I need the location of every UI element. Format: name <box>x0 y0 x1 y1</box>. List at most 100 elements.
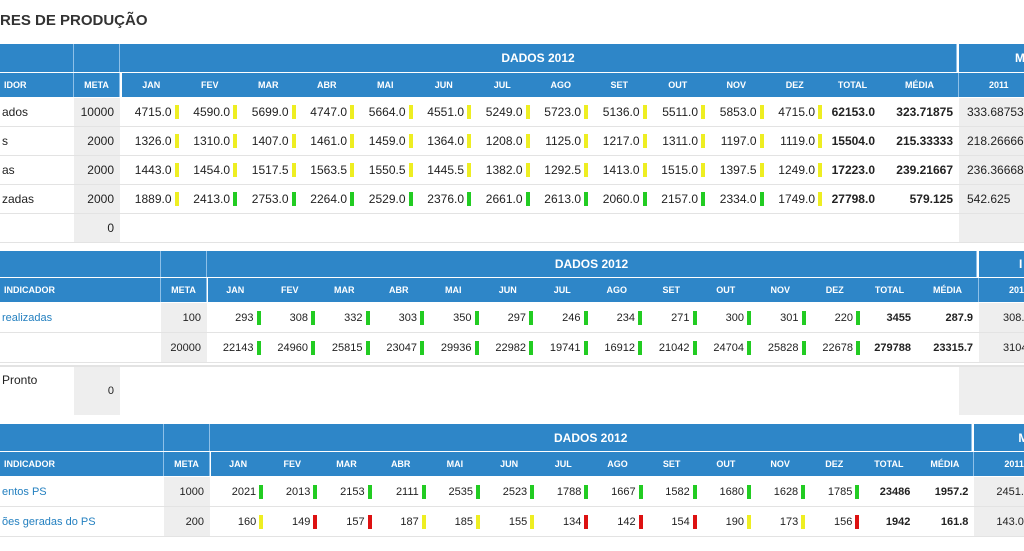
section1-month-value: 2613.0 <box>544 192 581 206</box>
section3-header-2011: 2011 <box>974 452 1024 476</box>
section1-month-value: 1311.0 <box>662 134 698 148</box>
section1-month-value: 4747.0 <box>310 105 347 119</box>
section2-month-cell: 25815 <box>317 333 372 362</box>
section3-month-cell: 2111 <box>374 477 428 506</box>
section2-media-value: 287.9 <box>945 311 973 324</box>
section2-indicator-label[interactable]: realizadas <box>2 311 53 324</box>
section3-month-cell: 149 <box>265 507 319 536</box>
section3-header-indicador: INDICADOR <box>0 452 164 476</box>
section3-month-value: 1628 <box>773 485 799 498</box>
section1-header-month: SET <box>590 73 649 97</box>
section3-header-dados: DADOS 2012 <box>210 424 973 451</box>
section1-header-month: MAI <box>356 73 415 97</box>
section3-indicator-label[interactable]: entos PS <box>2 485 47 498</box>
section1-header-month: AGO <box>531 73 590 97</box>
section2-meta-value: 20000 <box>161 333 207 362</box>
status-indicator-icon <box>350 192 354 206</box>
section3-month-cell: 2523 <box>482 477 536 506</box>
section1-month-cell: 2376.0 <box>415 185 474 213</box>
section2-month-cell: 350 <box>426 303 481 332</box>
section1-prev-year-value <box>959 214 1024 242</box>
section1-total-value: 15504.0 <box>831 134 875 148</box>
section1-month-cell: 1515.0 <box>649 156 708 184</box>
section3-header-total: TOTAL <box>861 452 917 476</box>
section2-month-value: 350 <box>453 311 472 324</box>
section1-header-dados: DADOS 2012 <box>120 44 957 72</box>
section2-table-row: realizadas 100 293 308 332 303 350 297 246 234 271… <box>0 303 1024 333</box>
section2-header-month: ABR <box>371 278 426 302</box>
status-indicator-icon <box>367 484 372 499</box>
section1-table-row: zadas 2000 1889.0 2413.0 2753.0 2264.0 2529.0 2… <box>0 185 1024 214</box>
status-indicator-icon <box>525 105 530 119</box>
section2-prev-year-value: 308. <box>979 303 1024 332</box>
section1-month-cell: 5136.0 <box>590 98 649 126</box>
section1-month-cell: 5511.0 <box>649 98 708 126</box>
section3-month-value: 2021 <box>231 485 257 498</box>
section2-month-value: 24960 <box>277 341 308 354</box>
section1-table-row: s 2000 1326.0 1310.0 1407.0 1461.0 1459.0 1364.… <box>0 127 1024 156</box>
status-indicator-icon <box>256 310 261 325</box>
section1-month-value: 2753.0 <box>251 192 289 206</box>
section1-month-cell: 5699.0 <box>239 98 298 126</box>
status-indicator-icon <box>638 514 643 529</box>
section3-indicator-label[interactable]: ões geradas do PS <box>2 515 96 528</box>
status-indicator-icon <box>525 163 530 177</box>
status-indicator-icon <box>291 163 296 177</box>
status-indicator-icon <box>174 105 179 119</box>
section3-header-month: OUT <box>698 452 753 476</box>
section3-meta-value: 1000 <box>164 477 210 506</box>
status-indicator-icon <box>584 134 588 148</box>
section1-month-value: 1208.0 <box>485 134 523 148</box>
status-indicator-icon <box>584 192 588 206</box>
section1-month-cell: 1407.0 <box>239 127 298 155</box>
section1-month-value: 4715.0 <box>134 105 172 119</box>
section3-month-value: 2523 <box>502 485 528 498</box>
section1-header-meta-blank <box>74 44 120 72</box>
status-indicator-icon <box>350 134 354 148</box>
section1-month-value: 1197.0 <box>720 134 757 148</box>
section1-month-value: 1292.5 <box>544 163 581 177</box>
section1-month-value: 1517.5 <box>251 163 289 177</box>
section3-month-cell: 2153 <box>319 477 373 506</box>
status-indicator-icon <box>642 192 647 206</box>
section1-indicator-label: ados <box>2 105 29 119</box>
status-indicator-icon <box>642 105 647 119</box>
section1-month-value: 1397.5 <box>719 163 757 177</box>
section2-header-month: FEV <box>262 278 317 302</box>
section1-month-value: 5249.0 <box>485 105 523 119</box>
section2-month-value: 21042 <box>658 341 690 354</box>
section3-header-month: FEV <box>265 452 320 476</box>
status-indicator-icon <box>638 340 642 355</box>
section1-prev-year-value: 542.625 <box>959 185 1024 213</box>
section3-header-month: JUN <box>482 452 537 476</box>
section2-month-cell: 297 <box>481 303 536 332</box>
section3-month-value: 154 <box>671 515 690 528</box>
section3-month-cell: 160 <box>211 507 265 536</box>
section2-month-cell: 332 <box>317 303 372 332</box>
section3-month-value: 1680 <box>719 485 744 498</box>
section2-month-cell: 22982 <box>481 333 536 362</box>
section1-month-cell: 1563.5 <box>298 156 357 184</box>
section2-total-value: 279788 <box>874 341 911 354</box>
status-indicator-icon <box>584 484 589 499</box>
status-indicator-icon <box>584 514 589 529</box>
status-indicator-icon <box>701 192 705 206</box>
section2-header-2011: 2011 <box>979 278 1024 302</box>
status-indicator-icon <box>856 340 860 355</box>
section1-month-value: 1413.0 <box>602 163 640 177</box>
section2-header-month: AGO <box>589 278 644 302</box>
section3-header-row-top: DADOS 2012 M <box>0 424 1024 451</box>
section1-indicator-label <box>0 214 74 242</box>
section1-header-month: JUN <box>414 73 473 97</box>
section1-month-cell: 5249.0 <box>473 98 532 126</box>
section3-month-value: 185 <box>454 515 473 528</box>
section1-media-value: 215.33333 <box>896 134 953 148</box>
section1-meta-value: 0 <box>74 214 120 242</box>
section1-month-cell: 5853.0 <box>707 98 766 126</box>
section3-month-value: 149 <box>292 515 311 528</box>
section2-indicator-label[interactable] <box>0 333 161 362</box>
section3-header-month: ABR <box>373 452 428 476</box>
section2-media-value: 23315.7 <box>933 341 973 354</box>
section2-month-cell: 303 <box>372 303 427 332</box>
section1-header-2011: 2011 <box>959 73 1024 97</box>
